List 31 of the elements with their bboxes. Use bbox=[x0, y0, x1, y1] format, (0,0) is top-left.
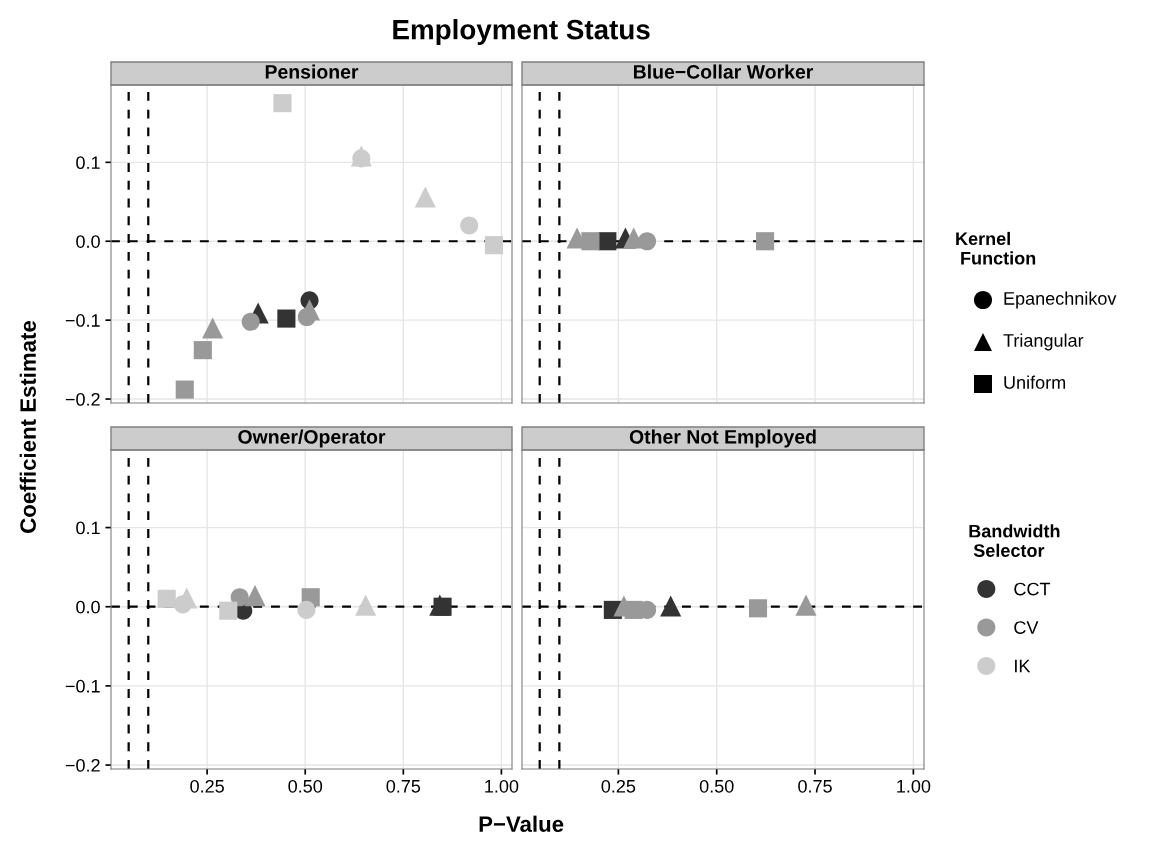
x-tick-label: 0.25 bbox=[601, 779, 636, 793]
x-tick-label: 0.50 bbox=[288, 779, 323, 793]
x-axis-title: P−Value bbox=[479, 815, 564, 832]
chart-subtitle: Other Not Employed bbox=[629, 429, 816, 448]
x-tick-label: 1.00 bbox=[485, 779, 519, 793]
legend-label: IK bbox=[1015, 659, 1031, 673]
y-tick-label: 0.1 bbox=[76, 156, 100, 170]
x-tick-label: 0.25 bbox=[190, 779, 224, 793]
text: Triangular bbox=[1003, 333, 1084, 351]
y-tick-label: 0.0 bbox=[76, 600, 100, 614]
y-tick-label: 0.1 bbox=[76, 521, 100, 535]
x-tick-label: 0.50 bbox=[699, 779, 734, 793]
chart-subtitle: Owner/Operator bbox=[238, 429, 386, 448]
x-tick-label: 1.00 bbox=[897, 779, 931, 793]
text: Kernel Function bbox=[956, 231, 1036, 265]
legend-label: CV bbox=[1014, 621, 1039, 634]
y-tick-label: 0.0 bbox=[76, 235, 100, 248]
text: Uniform bbox=[1004, 375, 1066, 389]
chart-subtitle: Pensioner bbox=[265, 64, 359, 79]
text: Epanechnikov bbox=[1004, 291, 1117, 309]
chart-subtitle: Blue−Collar Worker bbox=[633, 64, 814, 79]
y-tick-label: −0.2 bbox=[65, 392, 100, 406]
y-axis-title: Coefficient Estimate bbox=[19, 320, 36, 533]
x-tick-label: 0.75 bbox=[798, 779, 832, 793]
y-tick-label: −0.1 bbox=[65, 314, 100, 327]
chart-title: Employment Status bbox=[393, 19, 650, 45]
x-tick-label: 0.75 bbox=[386, 779, 421, 793]
y-tick-label: −0.1 bbox=[65, 679, 100, 693]
legend-title: Bandwidth Selector bbox=[969, 524, 1060, 557]
y-tick-label: −0.2 bbox=[65, 758, 100, 772]
legend-label: CCT bbox=[1014, 582, 1051, 596]
